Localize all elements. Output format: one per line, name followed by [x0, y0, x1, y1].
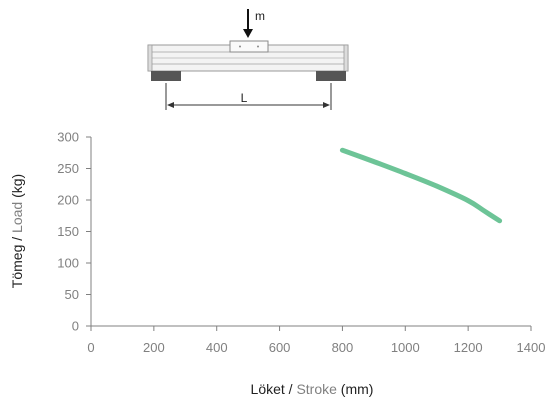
x-tick-label: 400 [206, 340, 228, 355]
y-tick-label: 300 [57, 130, 79, 145]
axis-title-part: (kg) [9, 174, 25, 202]
series-line [339, 147, 503, 224]
x-tick-label: 1200 [454, 340, 483, 355]
x-tick-label: 600 [269, 340, 291, 355]
y-tick-label: 0 [72, 319, 79, 334]
span-label: L [241, 91, 248, 105]
y-tick-label: 100 [57, 256, 79, 271]
x-axis-title: Löket / Stroke (mm) [251, 381, 374, 397]
mass-label: m [255, 9, 265, 23]
y-tick-label: 50 [65, 287, 79, 302]
carriage-icon [229, 40, 269, 53]
span-dimension [165, 83, 332, 110]
left-support-icon [151, 71, 181, 81]
axis-title-part: Stroke [296, 381, 337, 397]
series-group [339, 147, 503, 224]
x-tick-label: 800 [332, 340, 354, 355]
x-tick-label: 0 [87, 340, 94, 355]
axis-title-part: Load [9, 202, 25, 233]
y-axis-ticks: 0 50 100 150 200 250 300 [57, 130, 91, 334]
axis-title-part: (mm) [337, 381, 374, 397]
y-tick-label: 150 [57, 224, 79, 239]
right-support-icon [316, 71, 346, 81]
x-axis-ticks: 0 200 400 600 800 1000 1200 1400 [87, 326, 545, 355]
y-axis-title: Tömeg / Load (kg) [9, 174, 25, 288]
axis-title-part: / [9, 233, 25, 245]
load-stroke-chart: 0 50 100 150 200 250 300 0 200 400 600 800 1000 1200… [9, 130, 545, 398]
axis-title-part: / [285, 381, 297, 397]
y-tick-label: 200 [57, 193, 79, 208]
x-tick-label: 200 [143, 340, 165, 355]
axis-title-part: Löket [251, 381, 285, 397]
y-tick-label: 250 [57, 161, 79, 176]
x-tick-label: 1000 [391, 340, 420, 355]
axis-diagram: m L [147, 9, 349, 110]
axis-title-part: Tömeg [9, 245, 25, 289]
x-tick-label: 1400 [517, 340, 546, 355]
load-arrow-icon [243, 9, 253, 38]
